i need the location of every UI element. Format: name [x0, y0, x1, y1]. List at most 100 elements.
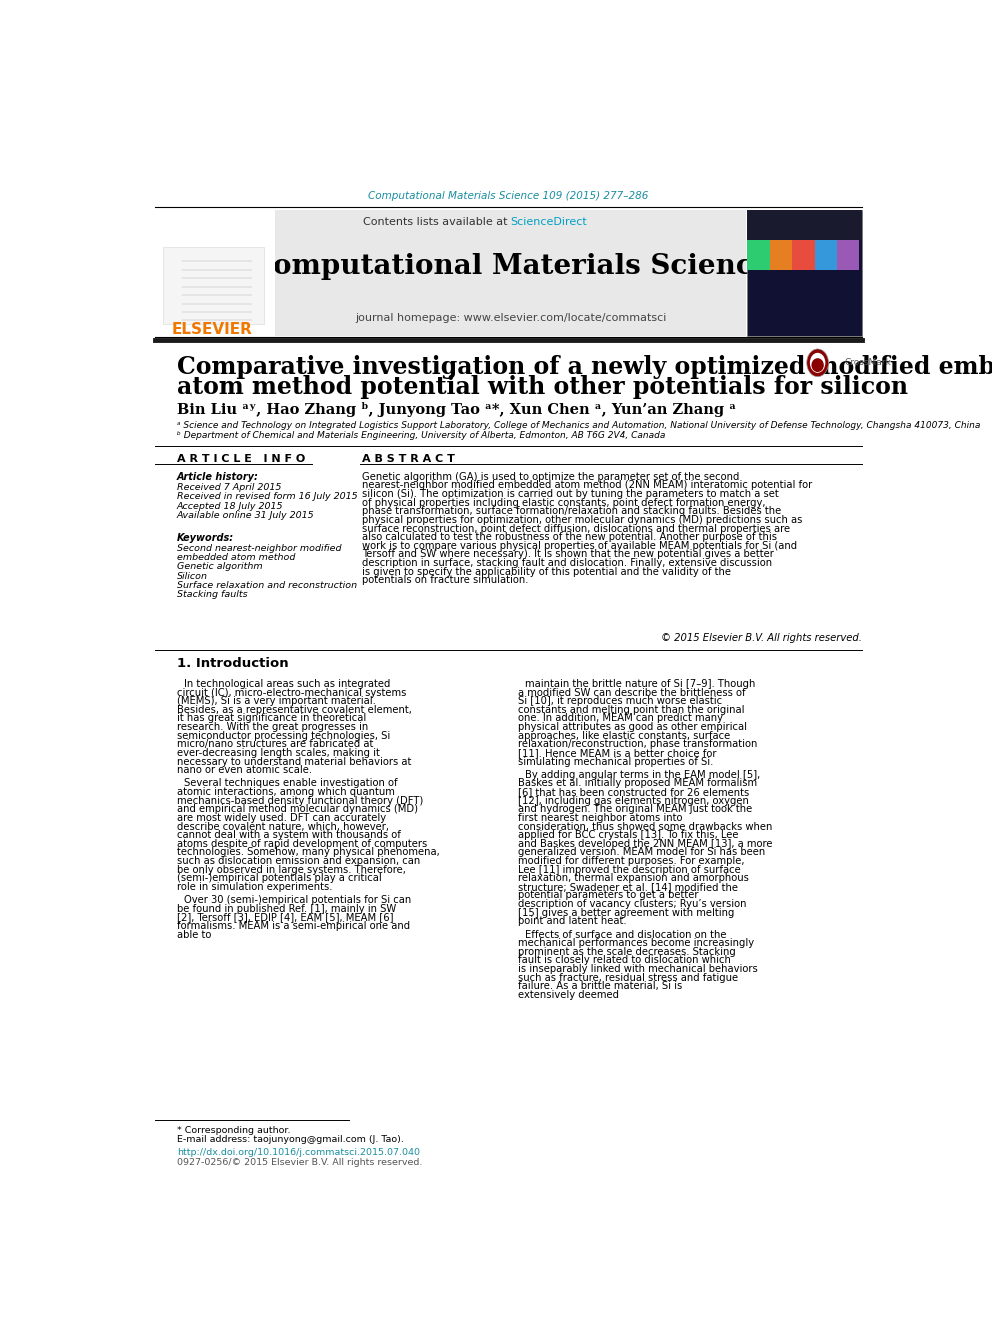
Text: (semi-)empirical potentials play a critical: (semi-)empirical potentials play a criti… [177, 873, 382, 884]
Text: extensively deemed: extensively deemed [518, 990, 619, 1000]
Text: ever-decreasing length scales, making it: ever-decreasing length scales, making it [177, 747, 380, 758]
Text: work is to compare various physical properties of available MEAM potentials for : work is to compare various physical prop… [362, 541, 797, 550]
Text: Several techniques enable investigation of: Several techniques enable investigation … [185, 778, 398, 789]
FancyBboxPatch shape [747, 239, 770, 270]
Text: atom method potential with other potentials for silicon: atom method potential with other potenti… [177, 376, 908, 400]
Text: nearest-neighbor modified embedded atom method (2NN MEAM) interatomic potential : nearest-neighbor modified embedded atom … [362, 480, 812, 491]
Text: potential parameters to get a better: potential parameters to get a better [518, 890, 698, 901]
Text: Effects of surface and dislocation on the: Effects of surface and dislocation on th… [526, 930, 727, 939]
Text: Stacking faults: Stacking faults [177, 590, 247, 599]
Text: consideration, thus showed some drawbacks when: consideration, thus showed some drawback… [518, 822, 772, 831]
Text: Silicon: Silicon [177, 572, 207, 581]
Text: http://dx.doi.org/10.1016/j.commatsci.2015.07.040: http://dx.doi.org/10.1016/j.commatsci.20… [177, 1147, 420, 1156]
Text: Computational Materials Science 109 (2015) 277–286: Computational Materials Science 109 (201… [368, 191, 649, 201]
Text: Available online 31 July 2015: Available online 31 July 2015 [177, 511, 314, 520]
Text: A B S T R A C T: A B S T R A C T [362, 454, 454, 464]
FancyBboxPatch shape [792, 239, 814, 270]
Text: journal homepage: www.elsevier.com/locate/commatsci: journal homepage: www.elsevier.com/locat… [355, 314, 667, 323]
Text: mechanics-based density functional theory (DFT): mechanics-based density functional theor… [177, 795, 423, 806]
Text: necessary to understand material behaviors at: necessary to understand material behavio… [177, 757, 411, 766]
Text: E-mail address: taojunyong@gmail.com (J. Tao).: E-mail address: taojunyong@gmail.com (J.… [177, 1135, 404, 1144]
Text: mechanical performances become increasingly: mechanical performances become increasin… [518, 938, 754, 949]
Text: circuit (IC), micro-electro-mechanical systems: circuit (IC), micro-electro-mechanical s… [177, 688, 406, 697]
Text: is given to specify the applicability of this potential and the validity of the: is given to specify the applicability of… [362, 566, 731, 577]
Text: surface reconstruction, point defect diffusion, dislocations and thermal propert: surface reconstruction, point defect dif… [362, 524, 790, 533]
Text: is inseparably linked with mechanical behaviors: is inseparably linked with mechanical be… [518, 964, 758, 974]
Text: such as fracture, residual stress and fatigue: such as fracture, residual stress and fa… [518, 972, 738, 983]
FancyBboxPatch shape [747, 210, 862, 336]
Text: [15] gives a better agreement with melting: [15] gives a better agreement with melti… [518, 908, 734, 918]
Text: nano or even atomic scale.: nano or even atomic scale. [177, 765, 311, 775]
Ellipse shape [809, 353, 825, 373]
Text: Second nearest-neighbor modified: Second nearest-neighbor modified [177, 544, 341, 553]
Text: technologies. Somehow, many physical phenomena,: technologies. Somehow, many physical phe… [177, 847, 439, 857]
Text: ScienceDirect: ScienceDirect [511, 217, 587, 228]
Text: relaxation/reconstruction, phase transformation: relaxation/reconstruction, phase transfo… [518, 740, 757, 749]
Text: generalized version. MEAM model for Si has been: generalized version. MEAM model for Si h… [518, 847, 765, 857]
Text: and empirical method molecular dynamics (MD): and empirical method molecular dynamics … [177, 804, 418, 814]
Text: Surface relaxation and reconstruction: Surface relaxation and reconstruction [177, 581, 357, 590]
Text: ᵇ Department of Chemical and Materials Engineering, University of Alberta, Edmon: ᵇ Department of Chemical and Materials E… [177, 431, 665, 441]
Text: Over 30 (semi-)empirical potentials for Si can: Over 30 (semi-)empirical potentials for … [185, 896, 412, 905]
Text: atomic interactions, among which quantum: atomic interactions, among which quantum [177, 787, 395, 796]
Ellipse shape [811, 359, 823, 372]
Text: Si [10], it reproduces much worse elastic: Si [10], it reproduces much worse elasti… [518, 696, 722, 706]
Text: failure. As a brittle material, Si is: failure. As a brittle material, Si is [518, 982, 682, 991]
Text: description of vacancy clusters; Ryu’s version: description of vacancy clusters; Ryu’s v… [518, 900, 746, 909]
Text: first nearest neighbor atoms into: first nearest neighbor atoms into [518, 812, 682, 823]
Text: * Corresponding author.: * Corresponding author. [177, 1126, 291, 1135]
FancyBboxPatch shape [837, 239, 859, 270]
Text: Received 7 April 2015: Received 7 April 2015 [177, 483, 281, 492]
Text: Besides, as a representative covalent element,: Besides, as a representative covalent el… [177, 705, 412, 714]
Text: one. In addition, MEAM can predict many: one. In addition, MEAM can predict many [518, 713, 723, 724]
FancyBboxPatch shape [747, 210, 862, 239]
Text: physical properties for optimization, other molecular dynamics (MD) predictions : physical properties for optimization, ot… [362, 515, 803, 525]
Text: ELSEVIER: ELSEVIER [172, 323, 252, 337]
Ellipse shape [806, 349, 828, 377]
Text: atoms despite of rapid development of computers: atoms despite of rapid development of co… [177, 839, 427, 849]
Text: A R T I C L E   I N F O: A R T I C L E I N F O [177, 454, 305, 464]
Text: embedded atom method: embedded atom method [177, 553, 295, 562]
Text: Bin Liu ᵃʸ, Hao Zhang ᵇ, Junyong Tao ᵃ*, Xun Chen ᵃ, Yun’an Zhang ᵃ: Bin Liu ᵃʸ, Hao Zhang ᵇ, Junyong Tao ᵃ*,… [177, 402, 736, 417]
Text: Genetic algorithm (GA) is used to optimize the parameter set of the second: Genetic algorithm (GA) is used to optimi… [362, 472, 739, 482]
Text: [11]. Hence MEAM is a better choice for: [11]. Hence MEAM is a better choice for [518, 747, 716, 758]
Text: CrossMark: CrossMark [845, 359, 892, 368]
Text: maintain the brittle nature of Si [7–9]. Though: maintain the brittle nature of Si [7–9].… [526, 679, 756, 689]
Text: © 2015 Elsevier B.V. All rights reserved.: © 2015 Elsevier B.V. All rights reserved… [661, 634, 862, 643]
Text: approaches, like elastic constants, surface: approaches, like elastic constants, surf… [518, 730, 730, 741]
Text: In technological areas such as integrated: In technological areas such as integrate… [185, 679, 391, 689]
Text: and hydrogen. The original MEAM just took the: and hydrogen. The original MEAM just too… [518, 804, 752, 814]
Text: formalisms. MEAM is a semi-empirical one and: formalisms. MEAM is a semi-empirical one… [177, 921, 410, 931]
Text: phase transformation, surface formation/relaxation and stacking faults. Besides : phase transformation, surface formation/… [362, 507, 781, 516]
Text: physical attributes as good as other empirical: physical attributes as good as other emp… [518, 722, 747, 732]
Text: potentials on fracture simulation.: potentials on fracture simulation. [362, 576, 529, 585]
FancyBboxPatch shape [155, 210, 275, 336]
Text: constants and melting point than the original: constants and melting point than the ori… [518, 705, 744, 714]
Text: be only observed in large systems. Therefore,: be only observed in large systems. There… [177, 865, 406, 875]
Text: Keywords:: Keywords: [177, 533, 234, 544]
Text: micro/nano structures are fabricated at: micro/nano structures are fabricated at [177, 740, 373, 749]
Text: research. With the great progresses in: research. With the great progresses in [177, 722, 368, 732]
Text: 0927-0256/© 2015 Elsevier B.V. All rights reserved.: 0927-0256/© 2015 Elsevier B.V. All right… [177, 1159, 422, 1167]
Text: Genetic algorithm: Genetic algorithm [177, 562, 262, 572]
FancyBboxPatch shape [770, 239, 792, 270]
Text: [12], including gas elements nitrogen, oxygen: [12], including gas elements nitrogen, o… [518, 795, 749, 806]
Text: simulating mechanical properties of Si.: simulating mechanical properties of Si. [518, 757, 713, 766]
Text: (MEMS), Si is a very important material.: (MEMS), Si is a very important material. [177, 696, 376, 706]
Text: Article history:: Article history: [177, 472, 259, 482]
Text: it has great significance in theoretical: it has great significance in theoretical [177, 713, 366, 724]
Text: such as dislocation emission and expansion, can: such as dislocation emission and expansi… [177, 856, 420, 867]
Text: semiconductor processing technologies, Si: semiconductor processing technologies, S… [177, 730, 390, 741]
Text: [6] that has been constructed for 26 elements: [6] that has been constructed for 26 ele… [518, 787, 749, 796]
Text: By adding angular terms in the EAM model [5],: By adding angular terms in the EAM model… [526, 770, 761, 779]
Text: Lee [11] improved the description of surface: Lee [11] improved the description of sur… [518, 865, 740, 875]
Text: Baskes et al. initially proposed MEAM formalism: Baskes et al. initially proposed MEAM fo… [518, 778, 757, 789]
Text: description in surface, stacking fault and dislocation. Finally, extensive discu: description in surface, stacking fault a… [362, 558, 772, 568]
Text: cannot deal with a system with thousands of: cannot deal with a system with thousands… [177, 830, 401, 840]
Text: relaxation, thermal expansion and amorphous: relaxation, thermal expansion and amorph… [518, 873, 749, 884]
Text: Computational Materials Science: Computational Materials Science [251, 253, 771, 280]
Text: Tersoff and SW where necessary). It is shown that the new potential gives a bett: Tersoff and SW where necessary). It is s… [362, 549, 774, 560]
Text: applied for BCC crystals [13]. To fix this, Lee: applied for BCC crystals [13]. To fix th… [518, 830, 738, 840]
Text: COMPUTATIONAL
MATERIALS
SCIENCE: COMPUTATIONAL MATERIALS SCIENCE [768, 218, 841, 253]
Text: and Baskes developed the 2NN MEAM [13], a more: and Baskes developed the 2NN MEAM [13], … [518, 839, 772, 849]
